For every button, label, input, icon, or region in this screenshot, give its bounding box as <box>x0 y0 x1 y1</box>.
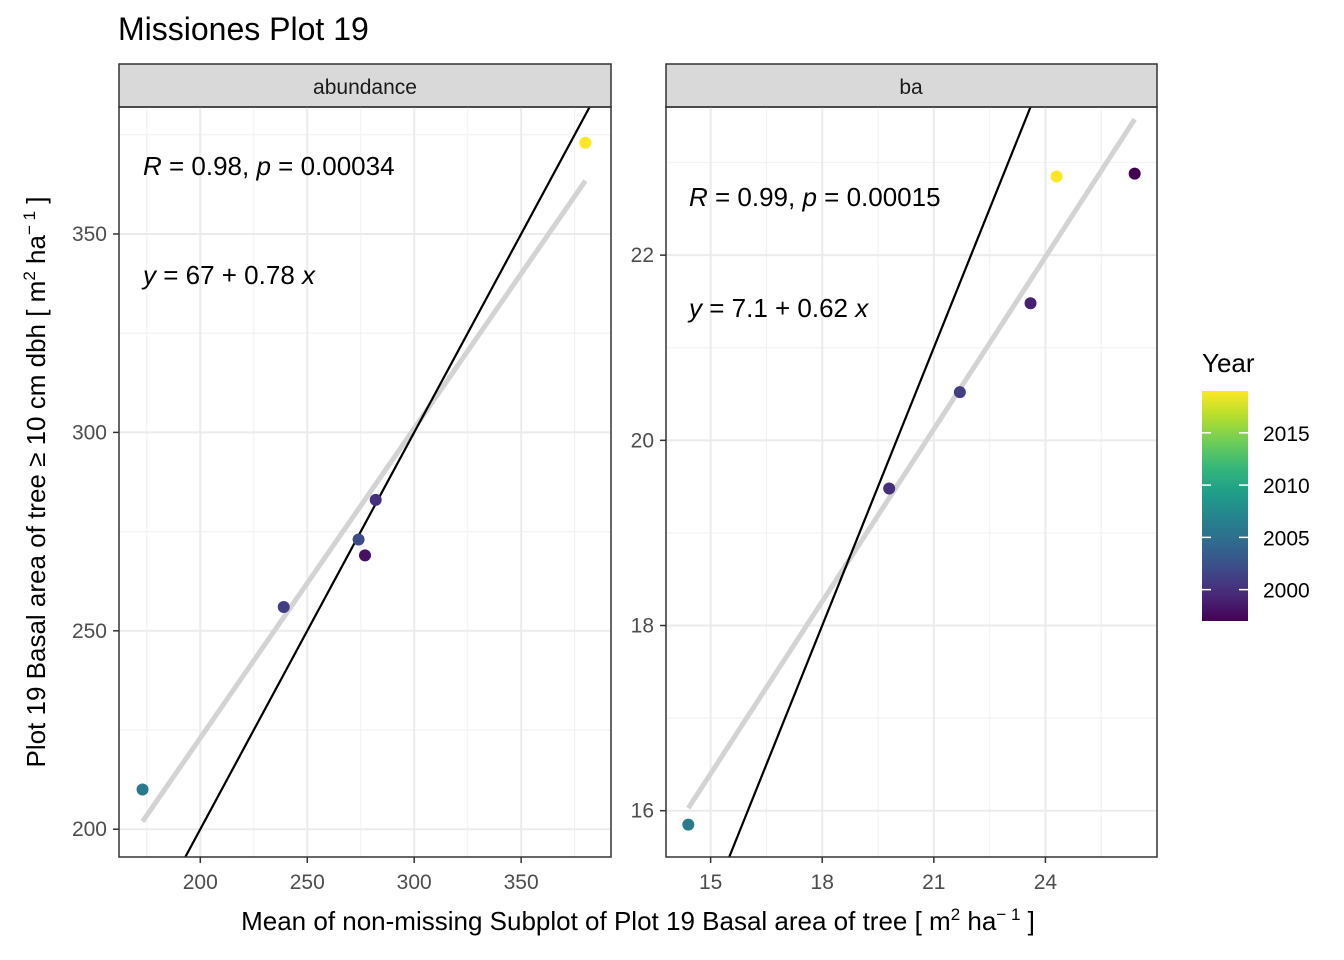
y-tick-label: 200 <box>72 818 107 841</box>
panel-axes: 200 250 300 350 200 250 300 350 <box>72 223 539 894</box>
panel-ba: ba 15 18 21 24 16 18 20 22 R = 0.99, p = 0.0001… <box>631 63 1158 894</box>
x-tick-label: 15 <box>699 871 722 894</box>
data-point <box>277 601 290 613</box>
panel-points <box>682 167 1141 831</box>
strip-label: abundance <box>313 76 417 99</box>
x-axis-label: Mean of non-missing Subplot of Plot 19 B… <box>241 905 1035 936</box>
legend-tick-label: 2000 <box>1263 580 1310 603</box>
panel-lines <box>140 106 591 858</box>
y-axis-label: Plot 19 Basal area of tree ≥ 10 cm dbh [… <box>20 196 51 767</box>
y-tick-label: 16 <box>631 800 654 823</box>
y-tick-label: 20 <box>631 429 654 452</box>
x-tick-label: 200 <box>183 871 218 894</box>
legend-ticks: 2000 2005 2010 2015 <box>1202 423 1310 603</box>
regression-equation: y = 67 + 0.78 x <box>141 260 316 290</box>
legend-tick-label: 2015 <box>1263 423 1310 446</box>
y-tick-label: 250 <box>72 620 107 643</box>
data-point <box>1024 297 1037 310</box>
data-point <box>682 818 695 831</box>
data-point <box>136 783 149 796</box>
regression-equation: y = 7.1 + 0.62 x <box>687 293 869 323</box>
year-legend: Year 2000 2005 2010 2015 <box>1202 348 1310 621</box>
y-tick-label: 22 <box>631 244 654 267</box>
identity-line <box>184 106 591 858</box>
panel-abundance: abundance 200 250 300 350 200 250 300 350 R = 0… <box>72 63 612 894</box>
panel-points <box>136 136 592 796</box>
strip-abundance <box>118 63 612 108</box>
strip-ba <box>665 63 1158 108</box>
legend-tick-label: 2005 <box>1263 527 1310 550</box>
y-tick-label: 300 <box>72 421 107 444</box>
x-tick-label: 300 <box>397 871 432 894</box>
data-point <box>953 386 966 399</box>
data-point <box>1128 167 1141 180</box>
panel-border <box>118 106 612 858</box>
panel-grid <box>666 107 1158 857</box>
panel-lines <box>686 106 1137 858</box>
data-point <box>359 549 371 562</box>
data-point <box>352 533 365 546</box>
legend-tick-label: 2010 <box>1263 475 1310 498</box>
correlation-annotation: R = 0.99, p = 0.00015 <box>689 182 941 212</box>
y-tick-label: 18 <box>631 615 654 638</box>
legend-colorbar <box>1202 391 1248 621</box>
y-tick-label: 350 <box>72 223 107 246</box>
data-point <box>369 493 382 506</box>
panel-border <box>665 106 1158 858</box>
x-tick-label: 24 <box>1034 871 1058 894</box>
chart-title: Missiones Plot 19 <box>118 11 369 47</box>
x-tick-label: 250 <box>290 871 325 894</box>
regression-line <box>140 179 588 823</box>
x-tick-label: 18 <box>811 871 834 894</box>
strip-label: ba <box>899 76 923 99</box>
data-point <box>883 482 896 495</box>
data-point <box>579 136 592 149</box>
panel-axes: 15 18 21 24 16 18 20 22 <box>631 244 1058 894</box>
x-tick-label: 21 <box>922 871 945 894</box>
x-tick-label: 350 <box>504 871 539 894</box>
legend-title: Year <box>1202 348 1255 378</box>
correlation-annotation: R = 0.98, p = 0.00034 <box>143 151 395 181</box>
data-point <box>1050 170 1063 183</box>
regression-line <box>686 117 1137 810</box>
identity-line <box>728 106 1032 858</box>
